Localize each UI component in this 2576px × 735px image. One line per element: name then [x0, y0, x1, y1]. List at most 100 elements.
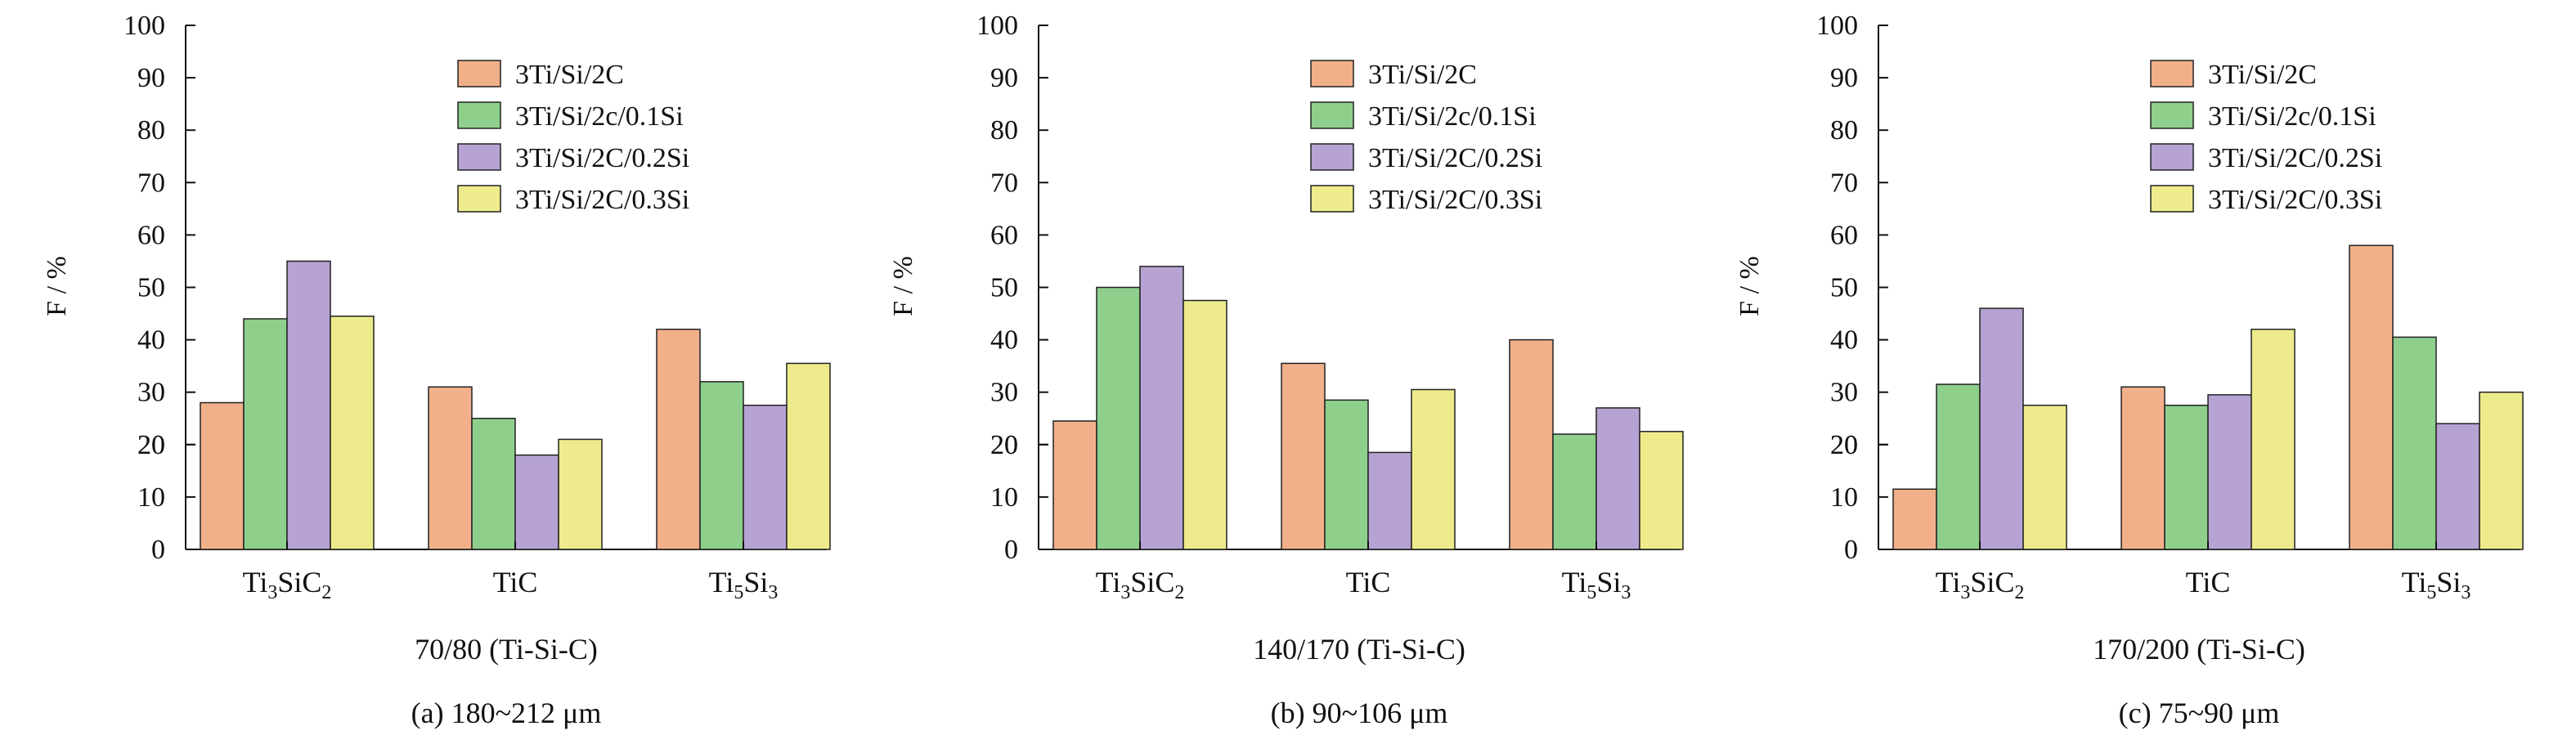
y-axis-label: F / %: [888, 256, 918, 316]
y-tick-label: 0: [151, 535, 165, 565]
y-tick-label: 80: [137, 115, 165, 146]
panel-caption: (a) 180~212 μm: [411, 697, 602, 729]
bar-3ti-si-2c-0-2si-ti3sic2: [1979, 307, 2024, 550]
bar-3ti-si-2c-0-2si-tic: [2207, 394, 2252, 550]
y-tick-label: 60: [990, 220, 1018, 250]
bar-3ti-si-2c-ti5si3: [656, 329, 701, 550]
x-tick-label-ti5si3: Ti5Si3: [709, 566, 779, 603]
x-tick-label-tic: TiC: [1346, 566, 1391, 598]
y-tick-label: 20: [1830, 430, 1858, 460]
y-tick-label: 20: [1830, 430, 1858, 460]
x-tick-label-tic: TiC: [2186, 566, 2231, 598]
y-tick-label: 30: [990, 378, 1018, 408]
bar-3ti-si-2c-0-1si-ti5si3: [2392, 336, 2437, 550]
y-tick-label: 90: [990, 63, 1018, 93]
y-tick-label: 40: [990, 325, 1018, 356]
bar-3ti-si-2c-0-2si-ti5si3: [743, 404, 788, 550]
bar-3ti-si-2c-0-1si-ti3sic2: [1936, 383, 1981, 550]
bar-3ti-si-2c-tic: [2120, 386, 2165, 550]
y-tick-label: 90: [1830, 63, 1858, 93]
x-tick-label-ti3sic2: Ti3SiC2: [1936, 566, 2025, 603]
legend-label-3ti-si-2c-0-3si: 3Ti/Si/2C/0.3Si: [2208, 185, 2382, 215]
bar-3ti-si-2c-0-1si-tic: [471, 418, 516, 550]
y-tick-label: 20: [990, 430, 1018, 460]
legend-swatch-3ti-si-2c-0-2si: [2150, 143, 2194, 171]
bar-3ti-si-2c-0-3si-ti3sic2: [330, 316, 375, 550]
bar-3ti-si-2c-tic: [1281, 362, 1326, 550]
panel-caption: (c) 75~90 μm: [2119, 697, 2280, 729]
legend-swatch-3ti-si-2c-0-2si: [1310, 143, 1354, 171]
legend-swatch-3ti-si-2c-0-3si: [2150, 185, 2194, 213]
y-tick-label: 50: [137, 273, 165, 303]
y-tick-label: 90: [137, 63, 165, 93]
y-tick-label: 10: [1830, 482, 1858, 513]
legend-label-3ti-si-2c: 3Ti/Si/2C: [1368, 60, 1477, 90]
bar-3ti-si-2c-0-1si-ti3sic2: [1096, 286, 1141, 550]
legend: 3Ti/Si/2C 3Ti/Si/2c/0.1Si 3Ti/Si/2C/0.2Si 3…: [457, 60, 689, 215]
bar-3ti-si-2c-0-2si-tic: [514, 454, 559, 550]
bar-3ti-si-2c-0-1si-tic: [2164, 404, 2209, 550]
legend-swatch-3ti-si-2c: [2150, 60, 2194, 87]
bar-3ti-si-2c-0-2si-ti5si3: [1595, 407, 1640, 550]
legend-swatch-3ti-si-2c-0-3si: [1310, 185, 1354, 213]
legend-label-3ti-si-2c-0-1si: 3Ti/Si/2c/0.1Si: [515, 101, 684, 132]
y-tick-label: 40: [1830, 325, 1858, 356]
legend-swatch-3ti-si-2c-0-2si: [457, 143, 501, 171]
y-tick-label: 50: [1830, 273, 1858, 303]
x-tick-label-ti5si3: Ti5Si3: [2402, 566, 2471, 603]
y-tick-label: 30: [137, 378, 165, 408]
y-tick-label: 10: [137, 482, 165, 513]
legend-label-3ti-si-2c: 3Ti/Si/2C: [515, 60, 624, 90]
y-tick-label: 70: [1830, 168, 1858, 198]
bar-3ti-si-2c-ti3sic2: [200, 401, 245, 550]
y-tick-label: 70: [137, 168, 165, 198]
bar-3ti-si-2c-0-3si-tic: [2251, 329, 2296, 550]
legend-swatch-3ti-si-2c-0-3si: [457, 185, 501, 213]
x-axis-label: 70/80 (Ti-Si-C): [415, 633, 598, 666]
legend-swatch-3ti-si-2c-0-1si: [2150, 101, 2194, 129]
bar-3ti-si-2c-ti3sic2: [1892, 488, 1937, 550]
legend-swatch-3ti-si-2c-0-1si: [457, 101, 501, 129]
y-tick-label: 0: [1844, 535, 1858, 565]
legend-swatch-3ti-si-2c: [1310, 60, 1354, 87]
legend-label-3ti-si-2c-0-3si: 3Ti/Si/2C/0.3Si: [1368, 185, 1542, 215]
y-tick-label: 10: [990, 482, 1018, 513]
panel-caption: (b) 90~106 μm: [1271, 697, 1448, 729]
y-tick-label: 20: [990, 430, 1018, 460]
y-tick-label: 30: [1830, 378, 1858, 408]
bar-3ti-si-2c-0-3si-ti5si3: [786, 362, 831, 550]
y-tick-label: 50: [990, 273, 1018, 303]
x-tick-label-ti3sic2: Ti3SiC2: [243, 566, 332, 603]
legend-label-3ti-si-2c-0-2si: 3Ti/Si/2C/0.2Si: [2208, 143, 2382, 173]
x-tick-label-ti5si3: Ti5Si3: [1562, 566, 1631, 603]
legend-swatch-3ti-si-2c: [457, 60, 501, 87]
legend: 3Ti/Si/2C 3Ti/Si/2c/0.1Si 3Ti/Si/2C/0.2Si 3…: [1310, 60, 1542, 215]
legend-label-3ti-si-2c-0-1si: 3Ti/Si/2c/0.1Si: [2208, 101, 2376, 132]
bar-3ti-si-2c-ti5si3: [2349, 244, 2394, 550]
y-tick-label: 60: [137, 220, 165, 250]
y-tick-label: 70: [990, 168, 1018, 198]
legend: 3Ti/Si/2C 3Ti/Si/2c/0.1Si 3Ti/Si/2C/0.2Si 3…: [2150, 60, 2382, 215]
y-axis-label: F / %: [1735, 256, 1765, 316]
y-axis-label: F / %: [42, 256, 72, 316]
legend-label-3ti-si-2c-0-3si: 3Ti/Si/2C/0.3Si: [515, 185, 689, 215]
y-tick-label: 80: [990, 115, 1018, 146]
x-tick-label-ti3sic2: Ti3SiC2: [1096, 566, 1185, 603]
bar-3ti-si-2c-0-3si-ti3sic2: [1183, 299, 1227, 550]
y-tick-label: 100: [123, 11, 165, 41]
bar-3ti-si-2c-0-2si-ti5si3: [2435, 423, 2480, 550]
y-tick-label: 40: [137, 325, 165, 356]
legend-label-3ti-si-2c-0-1si: 3Ti/Si/2c/0.1Si: [1368, 101, 1537, 132]
bar-3ti-si-2c-0-1si-ti3sic2: [243, 318, 288, 550]
y-tick-label: 20: [137, 430, 165, 460]
x-tick-label-tic: TiC: [493, 566, 538, 598]
bar-3ti-si-2c-0-2si-tic: [1367, 451, 1412, 550]
y-tick-label: 60: [1830, 220, 1858, 250]
y-tick-label: 80: [1830, 115, 1858, 146]
bar-3ti-si-2c-0-2si-ti3sic2: [286, 260, 331, 550]
legend-label-3ti-si-2c-0-2si: 3Ti/Si/2C/0.2Si: [515, 143, 689, 173]
